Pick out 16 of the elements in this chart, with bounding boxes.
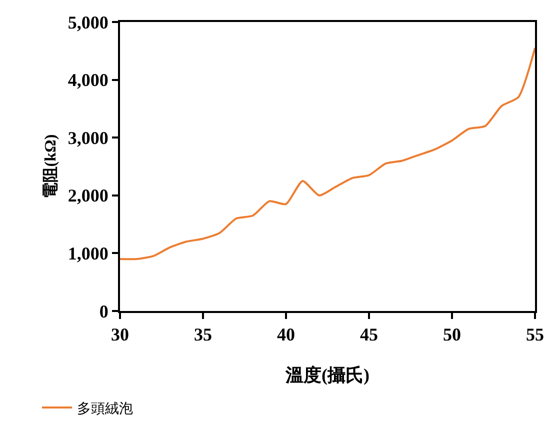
y-axis-title: 電阻(kΩ) [41,134,60,199]
line-series [120,47,535,260]
legend-label: 多頭絨泡 [77,398,133,418]
x-tick-label: 40 [277,324,295,345]
x-tick-label: 35 [194,324,212,345]
x-axis-title: 溫度(攝氏) [284,365,370,386]
x-tick-label: 30 [111,324,129,345]
y-tick-label: 4,000 [68,70,108,90]
y-tick-label: 5,000 [68,12,108,32]
x-tick-label: 45 [360,324,378,345]
x-tick-label: 55 [526,324,544,345]
x-tick-label: 50 [443,324,461,345]
y-tick-label: 1,000 [68,244,108,264]
y-tick-label: 3,000 [68,128,108,148]
y-tick-label: 0 [99,301,108,322]
y-tick-label: 2,000 [68,186,108,206]
